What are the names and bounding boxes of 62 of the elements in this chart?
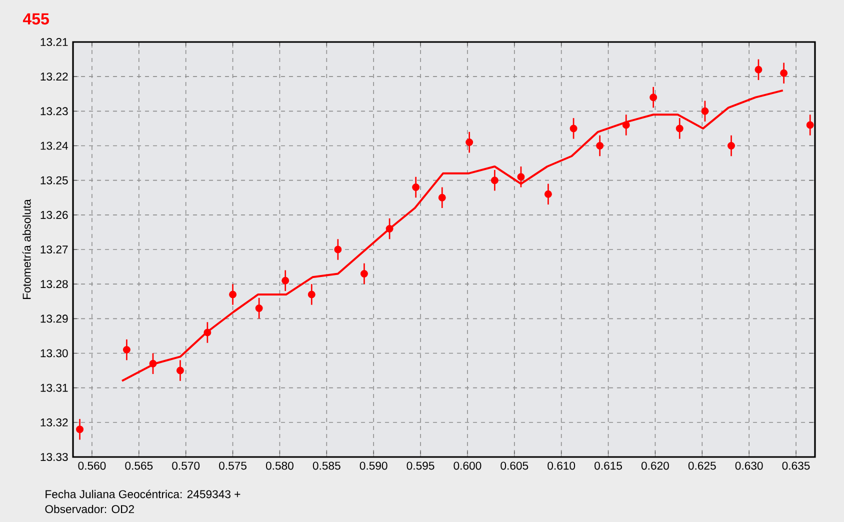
y-tick-label: 13.25 bbox=[40, 176, 68, 184]
point bbox=[517, 173, 525, 181]
x-tick-label: 0.585 bbox=[312, 462, 340, 470]
y-axis-title: Fotometría absoluta bbox=[22, 199, 31, 299]
chart-title: 455 bbox=[22, 13, 49, 25]
point bbox=[255, 304, 263, 312]
x-tick-label: 0.575 bbox=[219, 462, 246, 470]
point bbox=[386, 225, 394, 232]
x-tick-label: 0.570 bbox=[172, 462, 200, 470]
x-tick-label: 0.625 bbox=[688, 462, 716, 470]
point bbox=[122, 346, 130, 354]
point bbox=[676, 124, 684, 132]
point bbox=[754, 66, 762, 74]
point bbox=[308, 290, 316, 298]
text: Fecha Juliana Geocéntrica: 2459343 + bbox=[46, 490, 240, 498]
y-tick-label: 13.27 bbox=[40, 245, 68, 254]
point bbox=[176, 366, 184, 374]
y-tick-label: 13.24 bbox=[40, 142, 68, 150]
x-tick-label: 0.580 bbox=[266, 462, 294, 470]
point bbox=[622, 121, 630, 129]
point bbox=[360, 270, 368, 278]
point bbox=[728, 142, 735, 150]
line-series bbox=[121, 89, 784, 382]
point bbox=[76, 426, 84, 434]
point bbox=[282, 276, 290, 284]
x-tick-label: 0.630 bbox=[735, 462, 763, 470]
x-tick-label: 0.615 bbox=[594, 462, 622, 470]
point bbox=[650, 94, 658, 102]
point bbox=[570, 124, 578, 132]
point bbox=[780, 69, 788, 77]
y-tick-label: 13.21 bbox=[40, 38, 68, 46]
point bbox=[438, 194, 446, 202]
point bbox=[229, 290, 237, 298]
point bbox=[806, 121, 814, 129]
y-tick-label: 13.31 bbox=[40, 384, 68, 392]
x-tick-label: 0.565 bbox=[125, 462, 153, 470]
x-tick-label: 0.590 bbox=[360, 462, 388, 470]
x-tick-label: 0.605 bbox=[500, 462, 528, 470]
y-tick-label: 13.23 bbox=[40, 107, 68, 116]
x-tick-label: 0.635 bbox=[782, 462, 810, 470]
point bbox=[334, 246, 342, 254]
x-tick-label: 0.600 bbox=[454, 462, 482, 470]
point bbox=[490, 176, 498, 184]
point bbox=[412, 184, 420, 191]
x-tick-label: 0.620 bbox=[641, 462, 669, 470]
x-tick-label: 0.560 bbox=[78, 462, 106, 470]
y-tick-label: 13.30 bbox=[40, 349, 68, 358]
point bbox=[596, 142, 604, 150]
x-tick-label: 0.610 bbox=[548, 462, 576, 470]
point bbox=[204, 328, 212, 336]
point bbox=[149, 360, 157, 368]
text: Observador: OD2 bbox=[45, 504, 134, 514]
y-tick-label: 13.26 bbox=[40, 210, 68, 219]
y-tick-label: 13.33 bbox=[40, 452, 68, 461]
y-tick-label: 13.22 bbox=[40, 72, 68, 81]
y-tick-label: 13.28 bbox=[40, 280, 68, 288]
x-tick-label: 0.595 bbox=[406, 462, 434, 470]
y-tick-label: 13.29 bbox=[40, 314, 68, 323]
y-tick-label: 13.32 bbox=[40, 418, 68, 426]
point bbox=[544, 190, 552, 198]
point bbox=[466, 138, 474, 146]
point bbox=[701, 107, 709, 115]
